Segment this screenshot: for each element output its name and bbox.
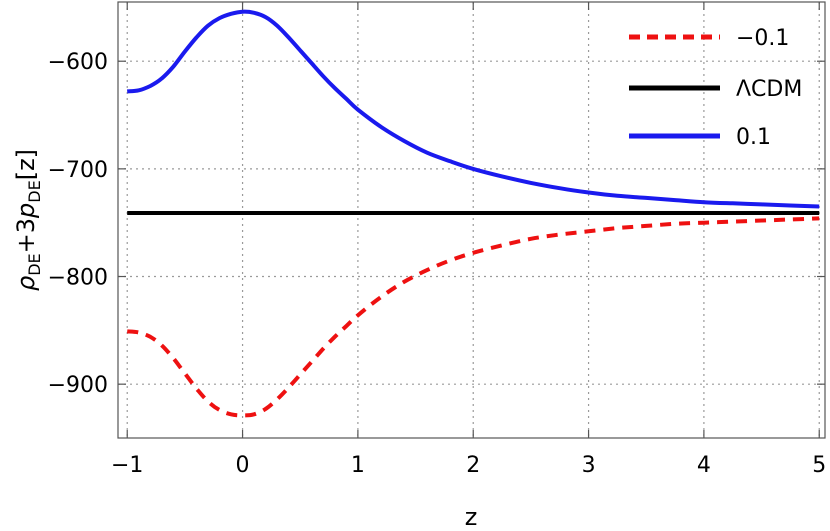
y-axis-label: ρDE+3pDE[z] <box>12 149 44 291</box>
y-tick-label: −700 <box>48 158 108 183</box>
x-tick-label: 4 <box>697 453 711 478</box>
legend: −0.1 ΛCDM 0.1 <box>629 26 802 150</box>
y-axis-label-sub2: DE <box>25 180 44 202</box>
y-axis-label-rho: ρ <box>12 276 40 291</box>
x-tick-label: 1 <box>351 453 365 478</box>
x-tick-label: −1 <box>111 453 143 478</box>
series-line-minus-0-1 <box>126 216 820 418</box>
x-tick-label: 0 <box>236 453 250 478</box>
y-tick-label: −900 <box>48 373 108 398</box>
grid <box>118 2 825 438</box>
y-axis-label-sub1: DE <box>25 253 44 275</box>
y-axis-label-arg: [z] <box>12 149 40 180</box>
legend-label-0-1: 0.1 <box>736 125 771 150</box>
y-axis-tick-labels: −600 −700 −800 −900 <box>48 50 108 398</box>
y-axis-label-p: p <box>12 203 40 219</box>
series-line-0-1 <box>126 9 820 209</box>
series-lines <box>126 9 820 418</box>
x-axis-tick-labels: −1 0 1 2 3 4 5 <box>111 453 826 478</box>
x-axis-label: z <box>465 503 478 531</box>
y-axis-label-plus3: +3 <box>12 218 40 253</box>
y-tick-label: −800 <box>48 266 108 291</box>
x-tick-label: 3 <box>582 453 596 478</box>
legend-label-minus-0-1: −0.1 <box>736 26 789 51</box>
plot-frame <box>117 1 826 439</box>
axis-ticks <box>118 2 825 438</box>
x-tick-label: 2 <box>466 453 480 478</box>
x-tick-label: 5 <box>812 453 826 478</box>
legend-label-lcdm: ΛCDM <box>736 77 802 102</box>
y-tick-label: −600 <box>48 50 108 75</box>
